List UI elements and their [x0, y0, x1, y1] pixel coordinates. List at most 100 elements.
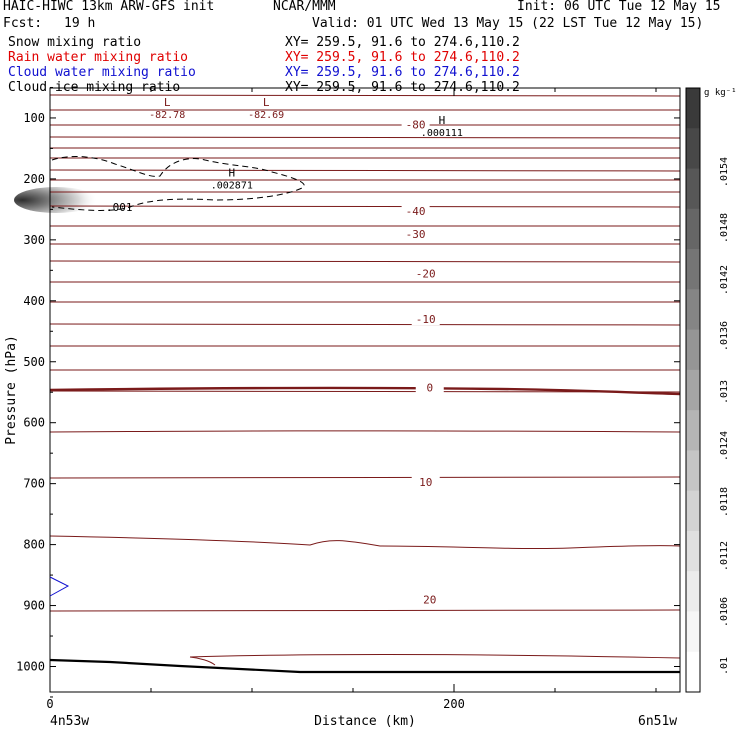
x-end-location: 6n51w: [638, 714, 677, 729]
isotherm-line: [49, 609, 681, 612]
y-tick-label: 500: [23, 355, 45, 369]
colorbar-label: .0136: [719, 321, 730, 351]
isotherm-label-bg: [415, 593, 444, 606]
colorbar-label: .0148: [719, 213, 730, 243]
cloud-water-marker: [49, 576, 70, 597]
isotherm-line: [49, 260, 681, 263]
colorbar-label: .013: [719, 380, 730, 404]
distance-axis: 0 200: [46, 88, 657, 711]
terrain-line: [49, 658, 680, 674]
valid-time: Valid: 01 UTC Wed 13 May 15 (22 LST Tue …: [312, 16, 704, 31]
colorbar-label: .0118: [719, 487, 730, 517]
isotherm-label: 10: [419, 476, 432, 489]
colorbar-swatch: [686, 88, 700, 129]
isotherm-label: 0: [426, 381, 433, 394]
snow-ratio-shading: [14, 187, 98, 213]
colorbar-swatch: [686, 289, 700, 331]
extremum-type: L: [164, 96, 171, 109]
field-name-rain: Rain water mixing ratio: [8, 50, 189, 65]
extremum-value: .002871: [211, 180, 253, 191]
y-tick-label: 800: [23, 538, 45, 552]
x-tick-label: 200: [443, 697, 465, 711]
y-tick-label: 100: [23, 111, 45, 125]
y-tick-label: 300: [23, 233, 45, 247]
y-tick-label: 600: [23, 416, 45, 430]
isotherm-label-bg: [411, 313, 440, 326]
extremum-value: -82.78: [149, 110, 185, 121]
cloud-ice-contour-label: .001: [106, 201, 133, 214]
isotherm-label-bg: [411, 475, 440, 488]
colorbar-swatch: [686, 128, 700, 170]
field-xy-rain: XY= 259.5, 91.6 to 274.6,110.2: [285, 50, 520, 65]
org-label: NCAR/MMM: [273, 0, 336, 14]
y-tick-label: 200: [23, 172, 45, 186]
isotherm-label: -30: [406, 228, 426, 241]
colorbar-swatch: [686, 450, 700, 492]
isotherm-line: [189, 656, 216, 666]
field-name-snow: Snow mixing ratio: [8, 35, 142, 50]
colorbar-swatch: [686, 611, 700, 653]
field-name-cloud-water: Cloud water mixing ratio: [8, 65, 196, 80]
extremum-type: L: [263, 96, 270, 109]
isotherm-label-bg: [401, 205, 430, 218]
colorbar-swatch: [686, 490, 700, 532]
isotherm-label-bg: [415, 381, 444, 394]
isotherm-label: 20: [423, 593, 436, 606]
colorbar-frame: [685, 87, 701, 693]
colorbar-label: .0124: [719, 431, 730, 461]
isotherm-label: -10: [416, 313, 436, 326]
colorbar-swatch: [686, 571, 700, 612]
colorbar-unit: g kg⁻¹: [704, 88, 737, 98]
colorbar-swatch: [686, 651, 700, 693]
colorbar-swatch: [686, 329, 700, 371]
x-tick-label: 0: [46, 697, 53, 711]
cloud-ice-contour: [51, 156, 305, 211]
isotherm-line: [49, 323, 681, 326]
forecast-hours: 19 h: [64, 16, 96, 31]
colorbar: .0154 .0148 .0142 .0136 .013 .0124 .0118 .0112.…: [685, 87, 730, 693]
isotherm-line: [189, 653, 681, 659]
x-axis-title: Distance (km): [314, 714, 416, 729]
isotherm-line: [49, 169, 681, 172]
extremum-type: H: [439, 114, 446, 127]
extremum-type: H: [228, 166, 235, 179]
isotherm-labels: -80 -40 -30 -20 -10 0 10 20: [401, 118, 444, 606]
isotherm-label-bg: [411, 267, 440, 280]
colorbar-swatch: [686, 369, 700, 411]
colorbar-label: .0106: [719, 597, 730, 627]
isotherm-label-bg: [401, 227, 430, 240]
y-tick-label: 900: [23, 599, 45, 613]
colorbar-label: .0154: [719, 157, 730, 187]
plot-frame: [49, 87, 681, 693]
colorbar-swatch: [686, 410, 700, 451]
init-time: Init: 06 UTC Tue 12 May 15: [517, 0, 721, 14]
colorbar-swatch: [686, 249, 700, 290]
colorbar-swatch: [686, 168, 700, 210]
x-start-location: 4n53w: [50, 714, 89, 729]
colorbar-label: .0142: [719, 265, 730, 295]
y-axis-title: Pressure (hPa): [4, 335, 19, 445]
isotherm-line: [49, 390, 681, 393]
isotherm-label-bg: [401, 118, 430, 131]
isotherm-line: [49, 136, 681, 139]
field-xy-cloud-water: XY= 259.5, 91.6 to 274.6,110.2: [285, 65, 520, 80]
isotherm-line: [49, 94, 681, 97]
isotherm-line: [49, 205, 681, 208]
field-xy-snow: XY= 259.5, 91.6 to 274.6,110.2: [285, 35, 520, 50]
extremum-value: -82.69: [248, 110, 284, 121]
colorbar-label: .0112: [719, 541, 730, 571]
model-title: HAIC-HIWC 13km ARW-GFS init: [3, 0, 215, 14]
isotherm-label: -80: [406, 119, 426, 132]
isotherm-line: [49, 476, 681, 479]
extremum-value: .000111: [421, 128, 463, 139]
isotherm-line: [49, 430, 681, 433]
y-tick-label: 1000: [16, 660, 45, 674]
colorbar-swatch: [686, 530, 700, 572]
forecast-label: Fcst:: [3, 16, 43, 31]
isotherm-label: -20: [416, 267, 436, 280]
y-tick-label: 400: [23, 294, 45, 308]
y-tick-label: 700: [23, 477, 45, 491]
